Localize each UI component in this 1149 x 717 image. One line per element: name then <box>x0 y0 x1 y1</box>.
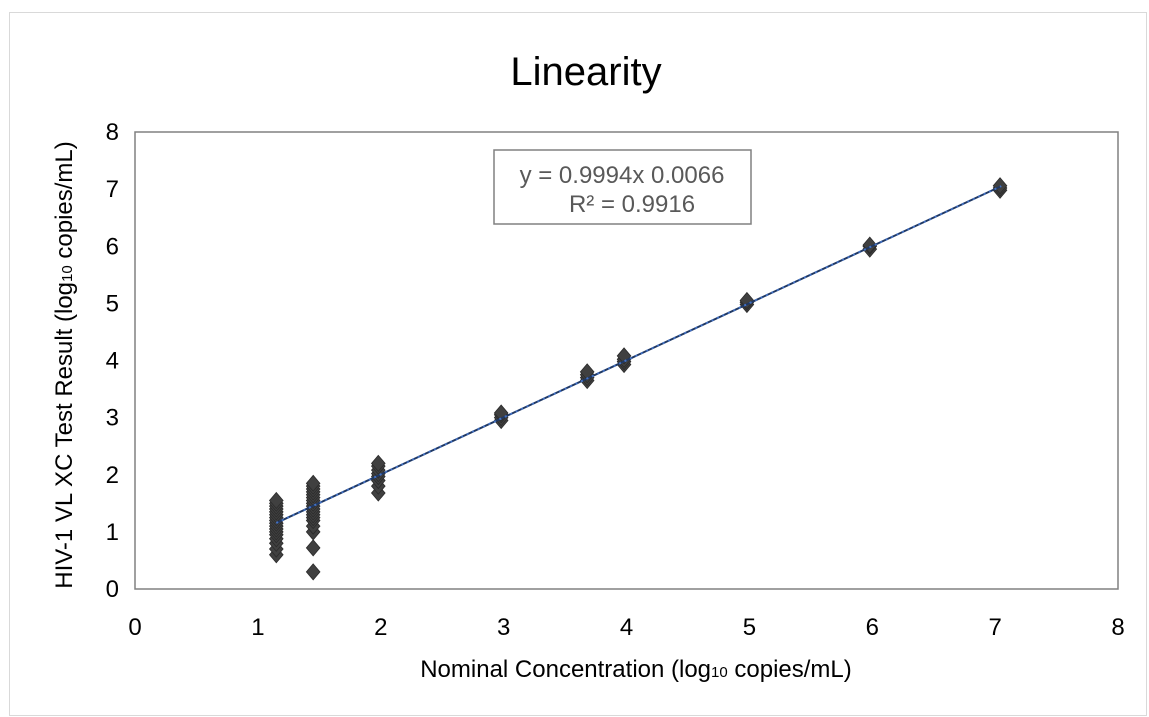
data-point <box>305 474 321 492</box>
y-tick-label: 5 <box>106 290 119 317</box>
r-squared-label: R² = 0.9916 <box>569 191 695 218</box>
data-point <box>268 491 284 510</box>
y-tick-label: 6 <box>106 233 119 260</box>
x-tick-label: 7 <box>988 614 1001 641</box>
y-axis-label-tail: copies/mL) <box>51 141 78 265</box>
equation-box: y = 0.9994x 0.0066 R² = 0.9916 <box>493 149 752 225</box>
data-point <box>305 539 321 557</box>
trendline-dotted <box>275 185 1002 524</box>
x-tick-label: 5 <box>743 614 756 641</box>
x-axis-label: Nominal Concentration (log10 copies/mL) <box>420 656 852 683</box>
chart-container: Linearity 0 1 2 3 4 5 6 7 8 0 1 2 3 4 5 6 7 8 y = 0.9994… <box>9 12 1147 716</box>
plot-area-frame <box>134 131 1119 590</box>
trendline-equation: y = 0.9994x 0.0066 <box>520 162 725 189</box>
y-tick-label: 1 <box>106 519 119 546</box>
trendline-group <box>275 185 1002 524</box>
x-tick-label: 0 <box>128 614 141 641</box>
y-axis-ticks: 0 1 2 3 4 5 6 7 8 <box>106 119 119 603</box>
x-axis-label-subscript: 10 <box>711 664 728 681</box>
y-tick-label: 3 <box>106 405 119 432</box>
y-tick-label: 2 <box>106 462 119 489</box>
x-tick-label: 2 <box>374 614 387 641</box>
chart-title: Linearity <box>510 50 661 94</box>
x-tick-label: 1 <box>251 614 264 641</box>
x-axis-ticks: 0 1 2 3 4 5 6 7 8 <box>128 614 1124 641</box>
data-points <box>268 177 1008 581</box>
data-point <box>739 291 755 310</box>
x-tick-label: 4 <box>620 614 633 641</box>
data-point <box>305 563 321 581</box>
equation-box-frame <box>493 149 752 225</box>
x-tick-label: 8 <box>1111 614 1124 641</box>
x-tick-label: 3 <box>497 614 510 641</box>
x-tick-label: 6 <box>866 614 879 641</box>
y-tick-label: 0 <box>106 576 119 603</box>
y-axis-label: HIV-1 VL XC Test Result (log10 copies/mL… <box>51 141 78 589</box>
y-tick-label: 8 <box>106 119 119 146</box>
y-axis-label-main: HIV-1 VL XC Test Result (log <box>51 282 78 589</box>
x-axis-label-main: Nominal Concentration (log <box>420 656 711 683</box>
y-axis-label-subscript: 10 <box>59 265 76 282</box>
y-tick-label: 7 <box>106 176 119 203</box>
data-point <box>370 454 386 472</box>
x-axis-label-tail: copies/mL) <box>728 656 852 683</box>
y-tick-label: 4 <box>106 348 119 375</box>
chart-svg: Linearity 0 1 2 3 4 5 6 7 8 0 1 2 3 4 5 6 7 8 y = 0.9994… <box>51 50 1125 683</box>
